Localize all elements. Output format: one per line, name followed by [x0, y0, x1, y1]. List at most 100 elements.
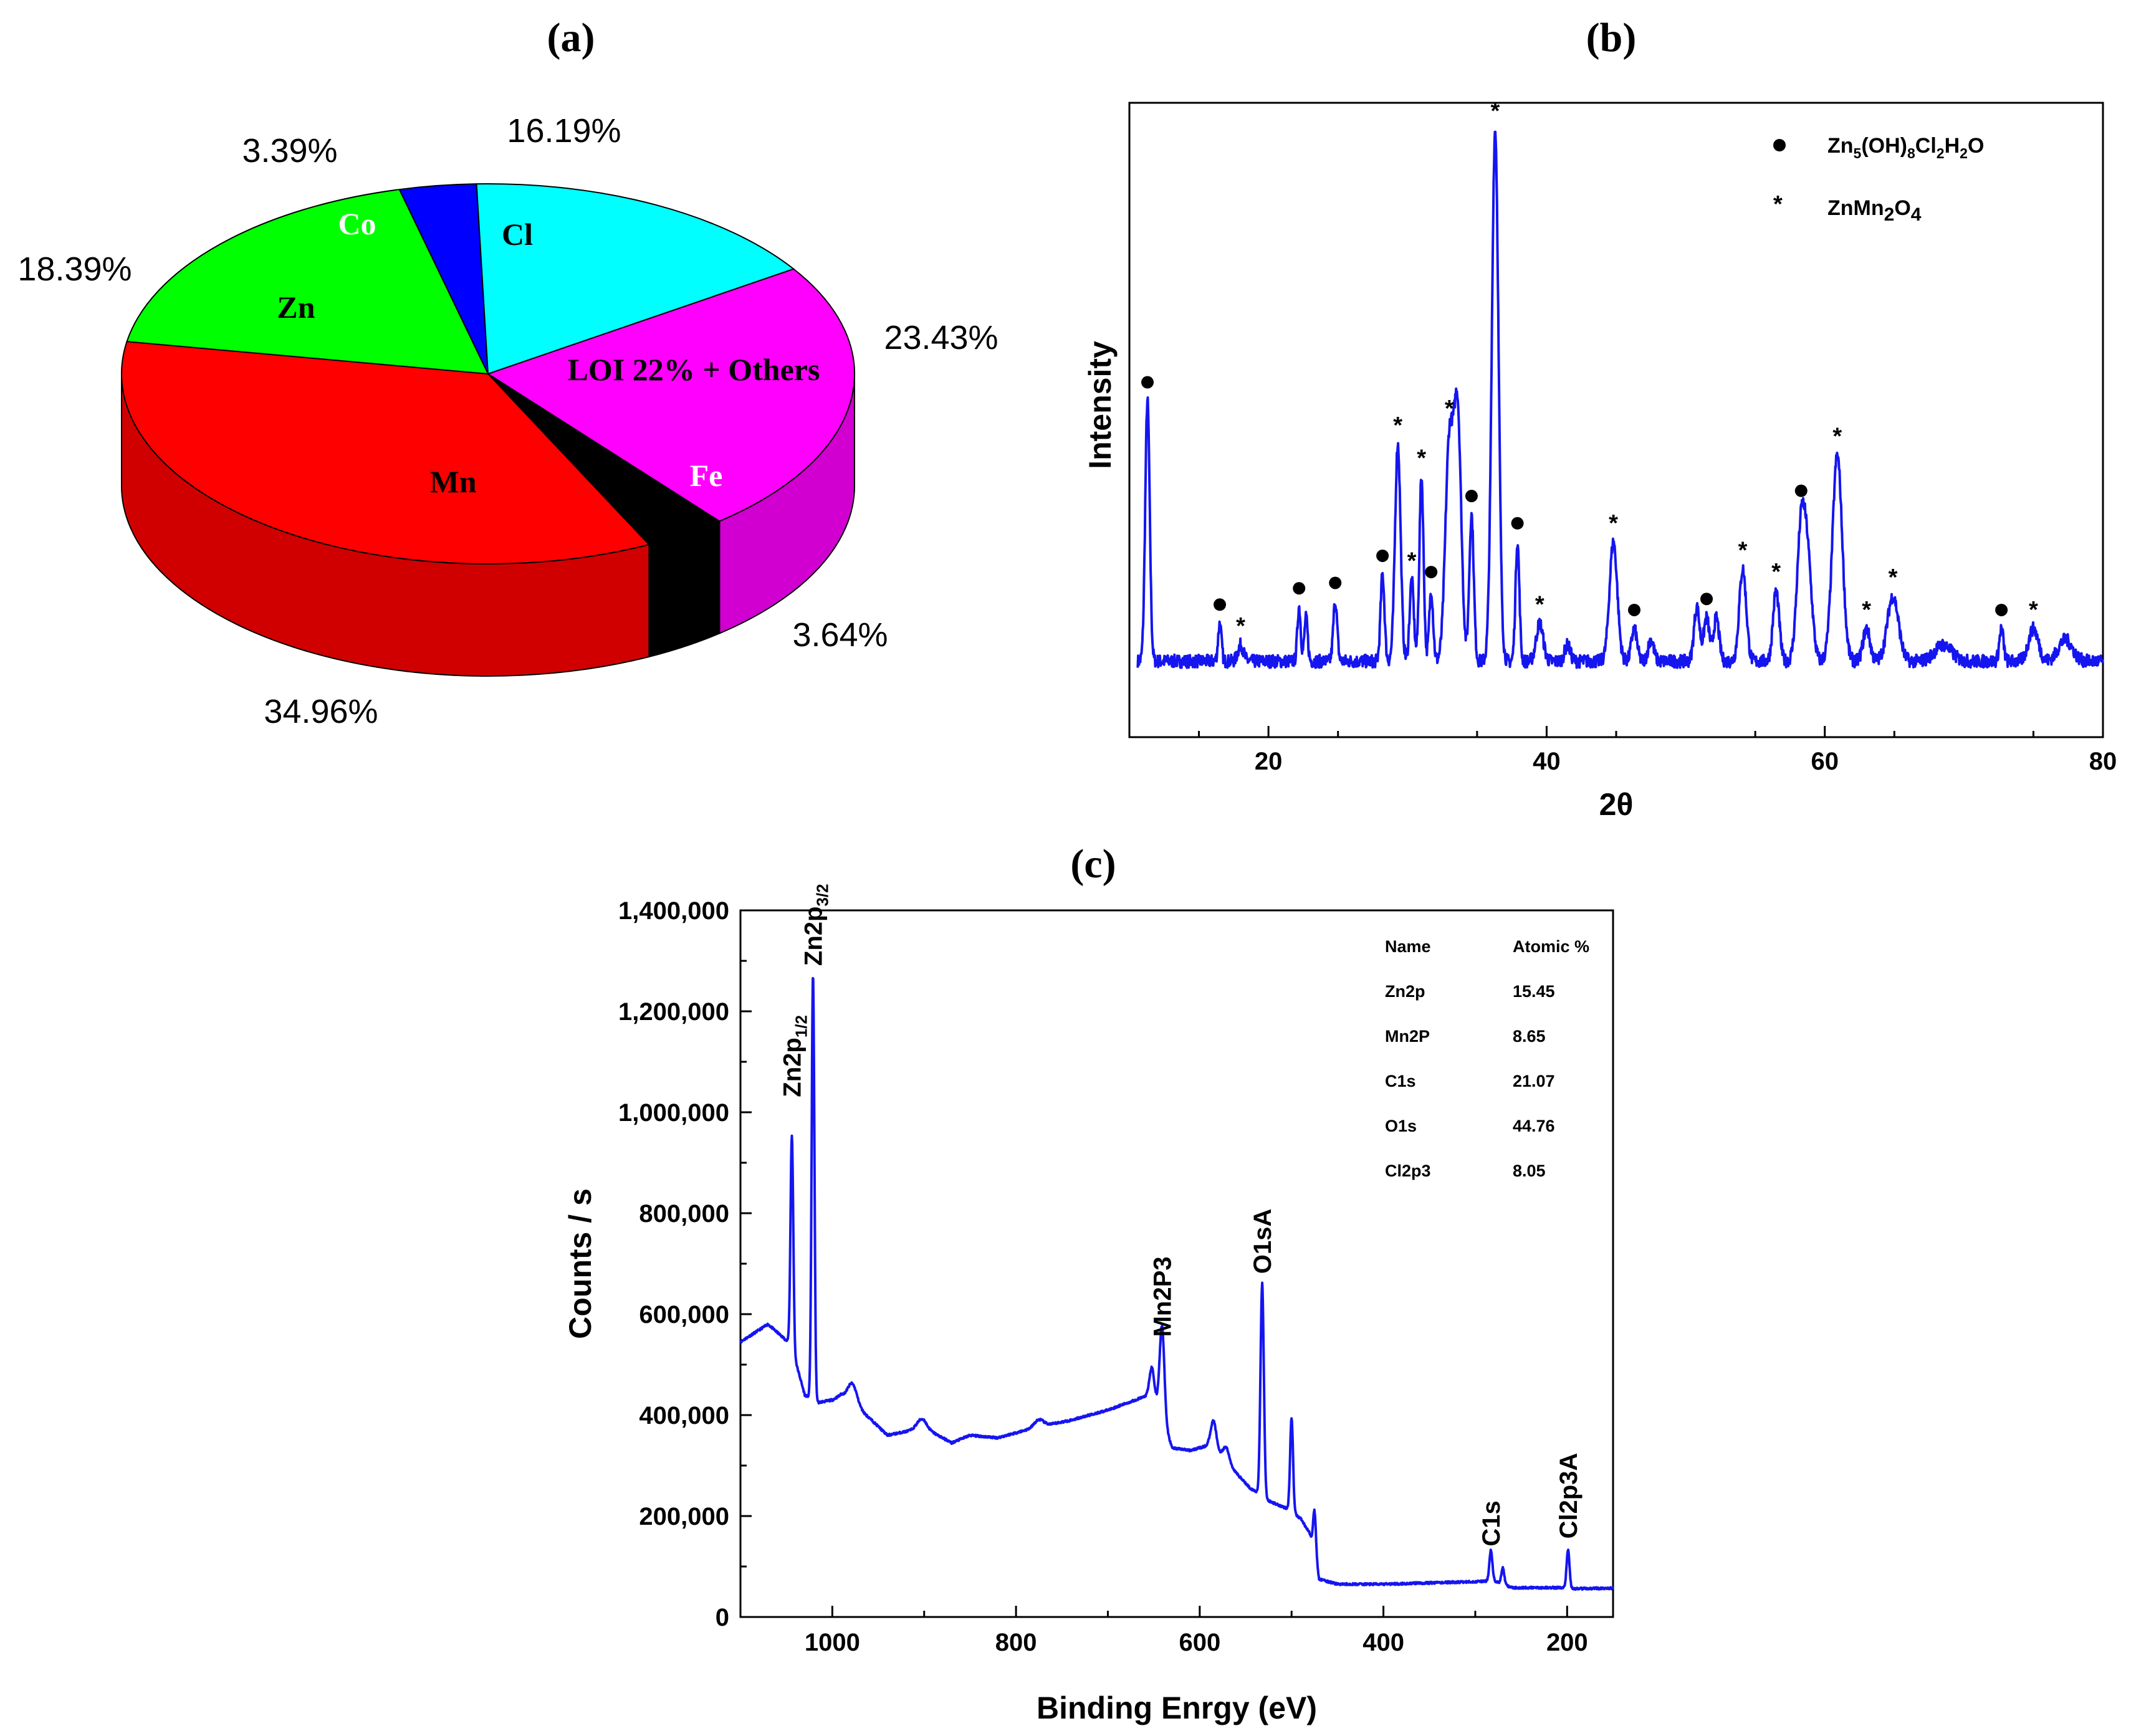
- panel-c: (c) 1000 800 600 400 200 0 200,000 400,000 600,0…: [563, 841, 1614, 1725]
- xrd-plot-frame: [1128, 102, 2104, 738]
- xrd-peak-dot: [1995, 603, 2008, 616]
- xps-x-tick-label: 1000: [805, 1629, 860, 1656]
- table-row-value: 21.07: [1513, 1072, 1555, 1090]
- table-row-name: C1s: [1385, 1072, 1416, 1090]
- pie-chart: [120, 183, 855, 677]
- table-row-value: 8.65: [1513, 1027, 1546, 1046]
- xps-x-tick-label: 800: [995, 1629, 1037, 1656]
- table-header-atomic: Atomic %: [1513, 937, 1589, 956]
- xrd-peak-dot: [1465, 490, 1478, 503]
- xrd-peak-dot: [1329, 576, 1342, 589]
- xrd-legend: Zn5(OH)8Cl2H2O * ZnMn2O4: [1773, 134, 1984, 225]
- table-row-value: 44.76: [1513, 1117, 1555, 1135]
- table-row-name: Zn2p: [1385, 982, 1425, 1001]
- pie-slice-zn: [126, 188, 489, 375]
- xps-y-tick-label: 400,000: [639, 1402, 729, 1429]
- xrd-x-tick-label: 60: [1811, 748, 1839, 775]
- table-row-name: Cl2p3: [1385, 1161, 1431, 1180]
- panel-b-label: (b): [1586, 15, 1637, 60]
- pie-pct-co: 3.39%: [242, 132, 337, 169]
- xps-y-tick-label: 0: [716, 1604, 729, 1631]
- xrd-x-ticks: 20 40 60 80: [1198, 726, 2117, 775]
- pie-pct-fe: 3.64%: [792, 616, 888, 654]
- panel-c-label: (c): [1070, 841, 1116, 887]
- xrd-x-tick-label: 40: [1533, 748, 1561, 775]
- pie-label-mn: Mn: [430, 464, 477, 499]
- pie-slice-cl: [476, 183, 795, 375]
- xps-axes-ticks: 1000 800 600 400 200 0 200,000 400,000 600,000 80…: [618, 897, 1588, 1656]
- xrd-peak-star: *: [1393, 413, 1402, 439]
- pie-label-loi: LOI 22% + Others: [568, 352, 820, 387]
- pie-pct-mn: 34.96%: [264, 693, 378, 730]
- pie-slice-loi: [486, 268, 855, 522]
- xrd-peak-star: *: [1609, 510, 1618, 537]
- table-row-value: 15.45: [1513, 982, 1555, 1001]
- xps-y-tick-label: 200,000: [639, 1503, 729, 1530]
- pie-pct-zn: 18.39%: [17, 250, 132, 288]
- xps-peak-label: Mn2P3: [1149, 1256, 1176, 1337]
- xrd-peak-star: *: [1738, 537, 1748, 563]
- xrd-peak-dot: [1293, 582, 1306, 595]
- xps-x-tick-label: 400: [1362, 1629, 1404, 1656]
- xrd-peak-dot: [1425, 566, 1438, 579]
- xrd-peak-markers: * * * * * * * * * * * * * *: [1141, 98, 2038, 639]
- xps-x-title: Binding Enrgy (eV): [1037, 1691, 1317, 1725]
- table-row-value: 8.05: [1513, 1161, 1546, 1180]
- xrd-peak-dot: [1511, 517, 1524, 530]
- xrd-peak-dot: [1141, 376, 1154, 389]
- xrd-peak-dot: [1794, 484, 1808, 497]
- table-row-name: Mn2P: [1385, 1027, 1430, 1046]
- panel-a-label: (a): [547, 15, 595, 60]
- panel-b: (b) 20 40 60 80 * * * * * * * * * * * * * * 2θ Intensity…: [1083, 15, 2117, 822]
- xrd-peak-dot: [1628, 603, 1641, 616]
- xps-y-tick-label: 600,000: [639, 1301, 729, 1328]
- xps-y-tick-label: 800,000: [639, 1200, 729, 1228]
- xps-spectrum-line: [739, 976, 1614, 1591]
- xrd-x-tick-label: 80: [2089, 748, 2117, 775]
- pie-pct-loi: 23.43%: [884, 319, 998, 356]
- xps-peak-label: Cl2p3A: [1555, 1453, 1583, 1539]
- legend-dot-label: Zn5(OH)8Cl2H2O: [1827, 134, 1984, 161]
- xrd-x-tick-label: 20: [1255, 748, 1283, 775]
- xps-peak-labels: Zn2p1/2 Zn2p3/2 Mn2P3 O1sA C1s Cl2p3A: [779, 884, 1583, 1546]
- pie-slice-mn: [120, 341, 651, 565]
- xrd-peak-star: *: [1236, 613, 1245, 639]
- xps-y-title: Counts / s: [563, 1188, 598, 1339]
- xps-y-tick-label: 1,000,000: [618, 1099, 729, 1127]
- xrd-peak-star: *: [1417, 445, 1426, 471]
- xps-peak-label: Zn2p3/2: [800, 884, 831, 966]
- xrd-y-title: Intensity: [1083, 341, 1118, 469]
- xrd-peak-dot: [1214, 598, 1227, 611]
- xrd-peak-star: *: [2029, 597, 2038, 623]
- xrd-peak-star: *: [1445, 396, 1454, 422]
- xps-y-tick-label: 1,400,000: [618, 897, 729, 925]
- table-header-name: Name: [1385, 937, 1431, 956]
- xrd-x-title: 2θ: [1599, 787, 1634, 822]
- xrd-peak-dot: [1376, 549, 1389, 562]
- legend-star-label: ZnMn2O4: [1827, 196, 1922, 225]
- xrd-peak-star: *: [1771, 559, 1781, 585]
- xrd-peak-star: *: [1535, 591, 1544, 618]
- table-row-name: O1s: [1385, 1117, 1417, 1135]
- xrd-peak-star: *: [1889, 565, 1898, 591]
- xps-peak-label: C1s: [1478, 1500, 1505, 1546]
- xps-x-tick-label: 200: [1546, 1629, 1588, 1656]
- pie-pct-cl: 16.19%: [507, 112, 621, 150]
- xps-peak-label: O1sA: [1249, 1209, 1276, 1274]
- xps-atomic-table: Name Atomic % Zn2p 15.45 Mn2P 8.65 C1s 2…: [1385, 937, 1589, 1180]
- xrd-peak-star: *: [1407, 548, 1417, 575]
- xrd-peak-star: *: [1490, 98, 1500, 125]
- xps-peak-label: Zn2p1/2: [779, 1015, 811, 1097]
- xrd-peak-star: *: [1832, 424, 1842, 450]
- xrd-pattern-line: [1136, 130, 2104, 669]
- xrd-peak-dot: [1700, 593, 1713, 606]
- pie-label-fe: Fe: [690, 458, 723, 493]
- pie-label-zn: Zn: [277, 290, 315, 325]
- legend-dot-marker: [1773, 139, 1786, 151]
- pie-label-co: Co: [338, 206, 376, 241]
- xrd-peak-star: *: [1862, 597, 1871, 623]
- xps-x-tick-label: 600: [1179, 1629, 1220, 1656]
- legend-star-marker: *: [1773, 191, 1783, 217]
- xps-y-tick-label: 1,200,000: [618, 998, 729, 1026]
